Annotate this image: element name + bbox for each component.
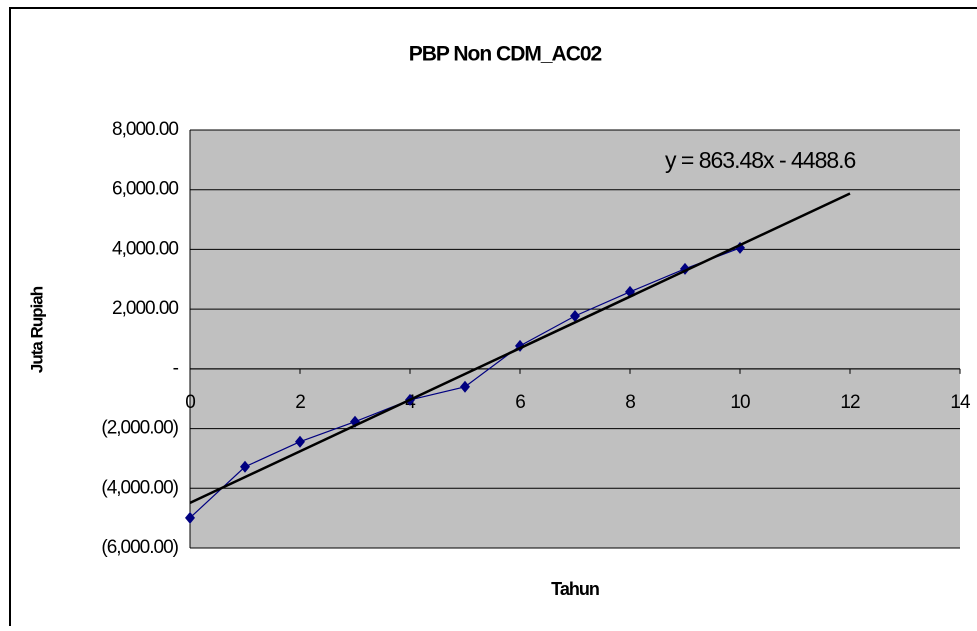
y-tick-label: (2,000.00): [101, 418, 178, 439]
plot-background: [190, 130, 960, 548]
chart-title: PBP Non CDM_AC02: [409, 43, 602, 66]
y-tick-label: (6,000.00): [101, 537, 178, 558]
y-tick-label: -: [173, 358, 179, 379]
y-tick-label: 2,000.00: [112, 298, 178, 319]
y-tick-label: (4,000.00): [101, 477, 178, 498]
y-axis-title: Juta Rupiah: [27, 286, 46, 373]
x-axis-title: Tahun: [551, 579, 599, 599]
x-tick-label: 12: [840, 392, 860, 413]
x-tick-label: 10: [730, 392, 750, 413]
x-tick-label: 2: [295, 392, 305, 413]
x-tick-label: 8: [625, 392, 635, 413]
trendline-label: y = 863.48x - 4488.6: [665, 147, 856, 173]
x-tick-label: 6: [515, 392, 525, 413]
chart: PBP Non CDM_AC02 Tahun Juta Rupiah (6,00…: [0, 0, 977, 626]
y-tick-label: 6,000.00: [112, 179, 178, 200]
x-tick-label: 14: [950, 392, 971, 413]
y-tick-label: 8,000.00: [112, 119, 178, 140]
y-tick-label: 4,000.00: [112, 238, 178, 259]
x-tick-label: 0: [185, 392, 195, 413]
